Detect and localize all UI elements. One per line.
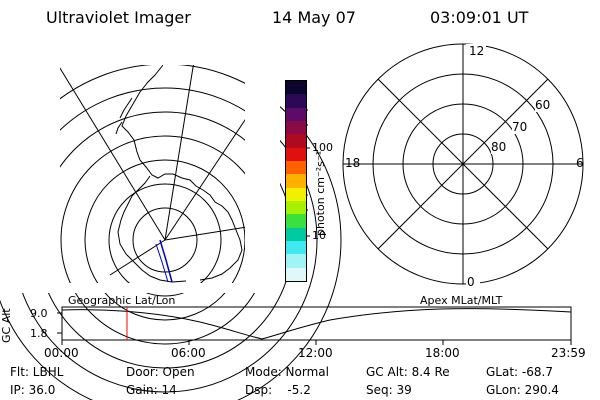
status-dsp: Dsp: -5.2 [245, 383, 311, 397]
status-seq: Seq: 39 [366, 383, 412, 397]
map-lon-line [164, 224, 261, 241]
x-tick-1200: 12:00 [298, 346, 333, 360]
colorbar-tick-10: 10 [312, 229, 326, 242]
colorbar-segment [286, 227, 306, 241]
map-lon-line [109, 239, 166, 276]
colorbar-segment [286, 120, 306, 135]
status-gc-alt: GC Alt: 8.4 Re [366, 365, 450, 379]
map-lon-line [164, 54, 196, 241]
lat-label-70: 70 [512, 120, 528, 134]
colorbar-segment [286, 174, 306, 188]
colorbar-segment [286, 200, 306, 215]
colorbar-segment [286, 160, 306, 175]
timeline-left-title: Geographic Lat/Lon [68, 294, 176, 307]
lat-label-80: 80 [491, 140, 507, 154]
status-gain: Gain: 14 [126, 383, 177, 397]
orbit-track [155, 243, 169, 283]
timeline-y-tick-9: 9.0 [30, 307, 48, 320]
map-lat-circle [108, 183, 222, 297]
status-door: Door: Open [126, 365, 195, 379]
status-glon: GLon: 290.4 [486, 383, 559, 397]
colorbar-segment [286, 81, 306, 95]
orbit-track [159, 239, 173, 283]
colorbar-segment [286, 147, 306, 161]
x-tick-1800: 18:00 [425, 346, 460, 360]
time-label: 03:09:01 UT [430, 8, 529, 27]
mlt-label-18: 18 [345, 156, 361, 170]
x-tick-0000: 00:00 [44, 346, 79, 360]
x-tick-0600: 06:00 [171, 346, 206, 360]
colorbar-segment [286, 267, 306, 281]
colorbar-segment [286, 187, 306, 201]
timeline-right-title: Apex MLat/MLT [420, 294, 503, 307]
status-ip: IP: 36.0 [10, 383, 56, 397]
map-lon-line [54, 59, 166, 241]
color-bar [285, 80, 307, 282]
date-label: 14 May 07 [272, 8, 356, 27]
status-glat: GLat: -68.7 [486, 365, 553, 379]
colorbar-segment [286, 254, 306, 268]
x-tick-2359: 23:59 [551, 346, 586, 360]
altitude-curve [61, 308, 572, 340]
mlt-label-12: 12 [469, 44, 485, 58]
mlt-label-0: 0 [467, 275, 475, 289]
timeline-y-tick-1-8: 1.8 [30, 327, 48, 340]
mlt-label-6: 6 [576, 156, 584, 170]
instrument-title: Ultraviolet Imager [46, 8, 191, 27]
colorbar-segment [286, 134, 306, 148]
colorbar-segment [286, 240, 306, 255]
colorbar-segment [286, 214, 306, 228]
status-filter: Flt: LBHL [10, 365, 64, 379]
coastline [115, 64, 243, 283]
lat-label-60: 60 [535, 98, 551, 112]
colorbar-segment [286, 107, 306, 121]
colorbar-segment [286, 94, 306, 108]
status-mode: Mode: Normal [245, 365, 329, 379]
colorbar-tick-100: 100 [312, 141, 333, 154]
